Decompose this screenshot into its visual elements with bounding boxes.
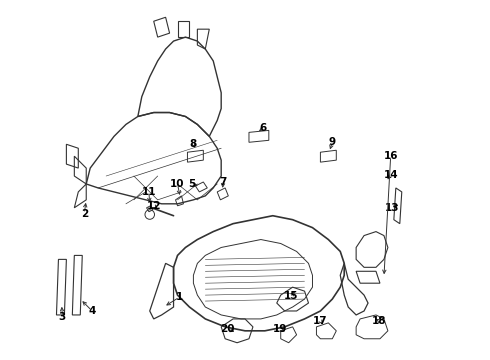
Text: 8: 8 [190, 139, 197, 149]
Text: 17: 17 [313, 316, 328, 326]
Text: 6: 6 [259, 123, 267, 134]
Text: 7: 7 [220, 177, 227, 187]
Text: 5: 5 [188, 179, 195, 189]
Text: 2: 2 [81, 209, 88, 219]
Text: 16: 16 [383, 151, 398, 161]
Text: 9: 9 [329, 137, 336, 147]
Text: 1: 1 [176, 292, 183, 302]
Text: 15: 15 [284, 291, 299, 301]
Text: 4: 4 [89, 306, 96, 316]
Text: 10: 10 [170, 179, 185, 189]
Text: 14: 14 [383, 170, 398, 180]
Text: 11: 11 [142, 187, 156, 197]
Text: 19: 19 [273, 324, 287, 334]
Text: 13: 13 [385, 203, 399, 213]
Text: 18: 18 [372, 316, 387, 326]
Text: 20: 20 [220, 324, 234, 334]
Text: 12: 12 [147, 201, 161, 211]
Text: 3: 3 [59, 312, 66, 322]
